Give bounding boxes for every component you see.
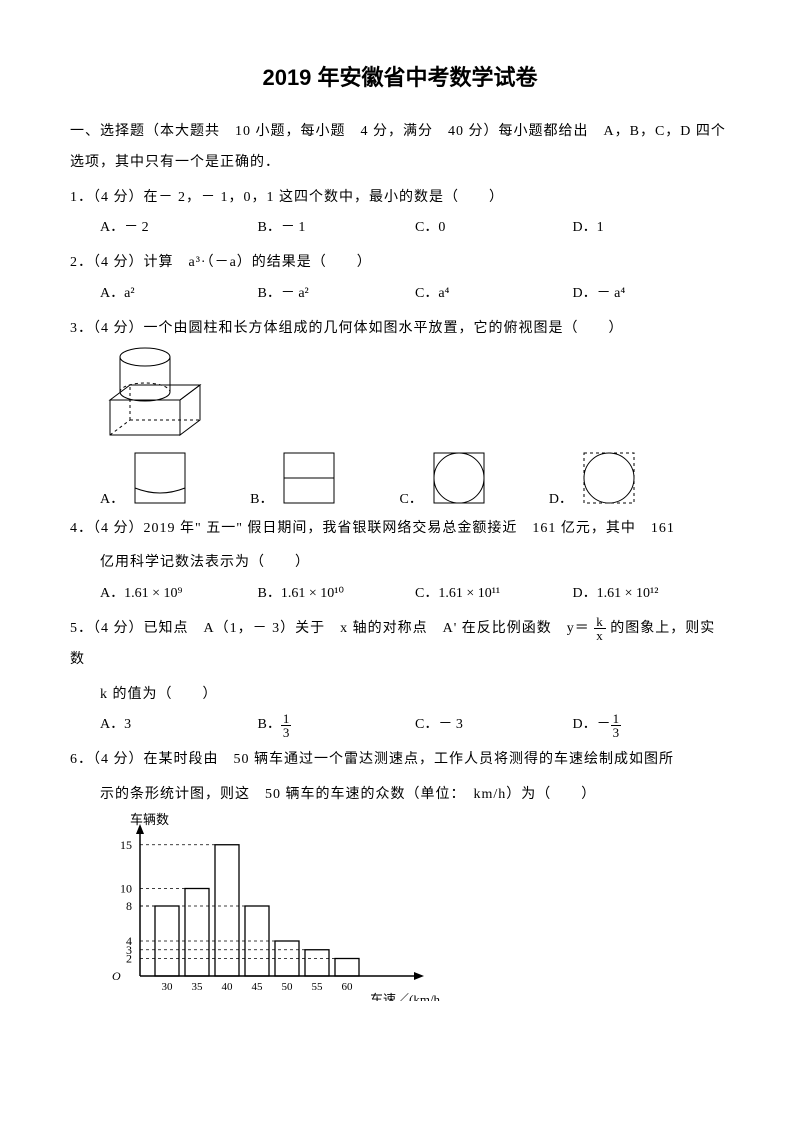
q1-options: A．－ 2 B．－ 1 C．0 D．1 [100,213,730,244]
svg-text:45: 45 [252,981,264,993]
svg-text:车速／(km/h): 车速／(km/h) [370,992,440,1001]
q6-stem1: 6．（4 分）在某时段由 50 辆车通过一个雷达测速点，工作人员将测得的车速绘制… [70,745,730,776]
q3-stem: 3．（4 分）一个由圆柱和长方体组成的几何体如图水平放置，它的俯视图是（ ） [70,314,730,345]
svg-text:60: 60 [342,981,354,993]
q1-opt-c: C．0 [415,213,573,244]
q4-opt-c: C．1.61 × 10¹¹ [415,579,573,610]
q3-opt-b-label: B． [250,488,273,508]
q2-opt-d: D．－ a⁴ [573,279,731,310]
q3-solid-figure [100,345,730,440]
svg-text:4: 4 [126,934,132,948]
svg-text:55: 55 [312,981,324,993]
q5-opt-d: D．－13 [573,710,731,741]
q2-opt-b: B．－ a² [258,279,416,310]
svg-text:15: 15 [120,838,132,852]
svg-text:30: 30 [162,981,174,993]
section-heading: 一、选择题（本大题共 10 小题，每小题 4 分，满分 40 分）每小题都给出 … [70,117,730,179]
q3-opt-d-label: D． [549,488,573,508]
q4-stem2: 亿用科学记数法表示为（ ） [100,548,730,579]
q3-option-figures: A． B． C． D． [100,448,730,508]
q1-opt-b: B．－ 1 [258,213,416,244]
q5-opt-c: C．－ 3 [415,710,573,741]
q5-frac-kx: kx [594,615,606,642]
q5-opt-a: A．3 [100,710,258,741]
svg-text:O: O [112,969,121,983]
q6-chart: O车辆数车速／(km/h)2348101530354045505560 [100,811,730,1001]
q3-opt-c-label: C． [399,488,422,508]
q5-stem1: 5．（4 分）已知点 A（1，－ 3）关于 x 轴的对称点 A' 在反比例函数 … [70,614,730,676]
q4-opt-b: B．1.61 × 10¹⁰ [258,579,416,610]
svg-text:35: 35 [192,981,204,993]
q1-opt-a: A．－ 2 [100,213,258,244]
q3-opt-c-fig [429,448,489,508]
q1-stem: 1．（4 分）在－ 2，－ 1，0，1 这四个数中，最小的数是（ ） [70,183,730,214]
page-title: 2019 年安徽省中考数学试卷 [70,60,730,92]
q1-opt-d: D．1 [573,213,731,244]
q3-opt-a-fig [130,448,190,508]
q5-options: A．3 B．13 C．－ 3 D．－13 [100,710,730,741]
q4-opt-d: D．1.61 × 10¹² [573,579,731,610]
svg-text:8: 8 [126,899,132,913]
q2-stem: 2．（4 分）计算 a³·（－a）的结果是（ ） [70,248,730,279]
q6-stem2: 示的条形统计图，则这 50 辆车的车速的众数（单位： km/h）为（ ） [100,780,730,811]
svg-text:10: 10 [120,881,132,895]
q2-options: A．a² B．－ a² C．a⁴ D．－ a⁴ [100,279,730,310]
q5-stem2: k 的值为（ ） [100,680,730,711]
q5-stem1a: 5．（4 分）已知点 A（1，－ 3）关于 x 轴的对称点 A' 在反比例函数 … [70,621,590,636]
q2-opt-a: A．a² [100,279,258,310]
q4-opt-a: A．1.61 × 10⁹ [100,579,258,610]
q5-opt-b: B．13 [258,710,416,741]
svg-text:车辆数: 车辆数 [130,812,169,827]
q3-opt-a-label: A． [100,488,124,508]
q3-opt-b-fig [279,448,339,508]
svg-text:50: 50 [282,981,294,993]
q3-opt-d-fig [579,448,639,508]
q2-opt-c: C．a⁴ [415,279,573,310]
q4-stem1: 4．（4 分）2019 年" 五一" 假日期间，我省银联网络交易总金额接近 16… [70,514,730,545]
svg-text:40: 40 [222,981,234,993]
q4-options: A．1.61 × 10⁹ B．1.61 × 10¹⁰ C．1.61 × 10¹¹… [100,579,730,610]
